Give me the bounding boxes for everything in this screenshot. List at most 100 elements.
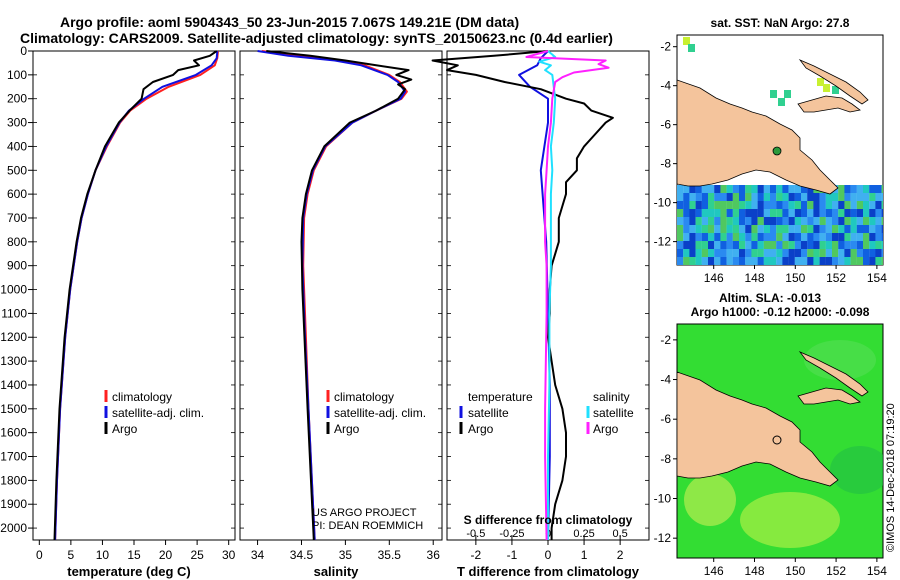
- sst-cell: [763, 185, 771, 194]
- depth-tick-label: 0: [20, 44, 27, 58]
- sst-cell: [807, 185, 814, 194]
- sst-cell: [807, 241, 814, 250]
- sst-cell: [788, 249, 795, 258]
- sst-cell: [720, 185, 727, 194]
- sst-cell: [807, 201, 814, 210]
- sst-cell: [751, 201, 758, 210]
- legend-argo-label: Argo: [334, 422, 360, 436]
- sst-cell: [751, 233, 758, 242]
- sst-cell: [757, 201, 764, 210]
- sst-cell: [751, 225, 758, 234]
- temperature-plot-frame: [32, 50, 236, 541]
- sst-cell: [778, 98, 785, 106]
- map-lat-label: -6: [660, 412, 671, 426]
- depth-axis: 0 100 200 300 400 500 600 700 800 900 1000 1100 1200…: [0, 44, 33, 535]
- sst-cell: [757, 209, 764, 218]
- difference-x-axis: -2 -1 0 1 2: [447, 50, 649, 562]
- sst-cell: [695, 217, 702, 226]
- sst-cell: [745, 241, 752, 250]
- sst-cell: [838, 249, 845, 258]
- sla-map-title-line2: Argo h1000: -0.12 h2000: -0.098: [691, 305, 870, 319]
- sst-cell: [677, 209, 684, 218]
- sst-cell: [813, 225, 820, 234]
- sst-cell: [701, 217, 709, 226]
- s-tick-label: -0.25: [499, 528, 524, 540]
- sst-cell: [856, 257, 864, 265]
- map-lon-label: 148: [744, 271, 764, 285]
- sst-cell: [763, 201, 771, 210]
- sst-cell: [782, 233, 789, 242]
- sst-cell: [838, 201, 845, 210]
- sst-cell: [677, 241, 684, 250]
- sst-cell: [850, 241, 857, 250]
- x-tick-label: 25: [190, 548, 204, 562]
- diff-line-s-satellite: [538, 50, 557, 540]
- sst-cell: [776, 257, 783, 265]
- sst-cell: [751, 249, 758, 258]
- depth-tick-label: 700: [7, 211, 27, 225]
- x-tick-label: 15: [127, 548, 141, 562]
- sst-cell: [695, 201, 702, 210]
- sst-cell: [689, 233, 696, 242]
- sst-cell: [863, 193, 870, 202]
- sst-cell: [856, 201, 864, 210]
- sst-cell: [794, 185, 802, 194]
- sst-cell: [720, 209, 727, 218]
- temperature-x-axis: 0 5 10 15 20 25 30: [33, 50, 236, 562]
- sst-cell: [763, 257, 771, 265]
- sst-cell: [708, 233, 715, 242]
- sst-cell: [807, 249, 814, 258]
- sst-cell: [869, 209, 876, 218]
- sst-cell: [739, 249, 746, 258]
- x-tick-label: 30: [222, 548, 236, 562]
- sst-cell: [689, 201, 696, 210]
- sla-blob: [740, 492, 840, 548]
- sst-cell: [683, 209, 690, 218]
- credit-pi: PI: DEAN ROEMMICH: [312, 520, 423, 532]
- sst-cell: [813, 249, 820, 258]
- sst-cell: [714, 209, 721, 218]
- sst-cell: [838, 209, 845, 218]
- sst-cell: [688, 44, 695, 52]
- depth-tick-label: 1500: [0, 402, 27, 416]
- sst-map-axes: 146 148 150 152 154 -2 -4 -6 -8 -10 -12: [654, 40, 888, 285]
- sst-cell: [807, 217, 814, 226]
- sst-cell: [850, 201, 857, 210]
- sst-cell: [683, 241, 690, 250]
- difference-xlabel: T difference from climatology: [457, 564, 640, 579]
- sst-cell: [776, 193, 783, 202]
- sst-cell: [714, 241, 721, 250]
- land-new-britain: [797, 387, 861, 405]
- sst-cell: [832, 209, 839, 218]
- sst-cell: [683, 185, 690, 194]
- sst-cell: [801, 217, 808, 226]
- depth-tick-label: 1000: [0, 283, 27, 297]
- difference-legend: temperature satellite Argo salinity sate…: [459, 390, 634, 436]
- sst-cell: [695, 257, 702, 265]
- sst-cell: [782, 257, 789, 265]
- sst-cell: [683, 233, 690, 242]
- sst-cell: [863, 233, 870, 242]
- sst-cell: [683, 201, 690, 210]
- s-tick-label: 0.5: [612, 528, 627, 540]
- sst-cell: [782, 209, 789, 218]
- sst-cell: [751, 217, 758, 226]
- sst-cell: [726, 257, 733, 265]
- sst-cell: [844, 201, 851, 210]
- depth-tick-label: 1700: [0, 450, 27, 464]
- map-lat-label: -8: [660, 157, 671, 171]
- sst-cell: [844, 217, 851, 226]
- imos-stamp: ©IMOS 14-Dec-2018 07:19:20: [885, 403, 897, 552]
- sst-cell: [838, 217, 845, 226]
- x-tick-label: -2: [471, 548, 482, 562]
- sst-cell: [819, 257, 826, 265]
- sst-cell: [832, 257, 839, 265]
- sst-cell: [856, 249, 864, 258]
- sst-cell: [813, 233, 820, 242]
- sst-cell: [720, 249, 727, 258]
- sst-cell: [856, 225, 864, 234]
- sst-cell: [801, 209, 808, 218]
- sst-cell: [726, 209, 733, 218]
- legend-t-argo-label: Argo: [468, 422, 494, 436]
- sst-cell: [875, 193, 882, 202]
